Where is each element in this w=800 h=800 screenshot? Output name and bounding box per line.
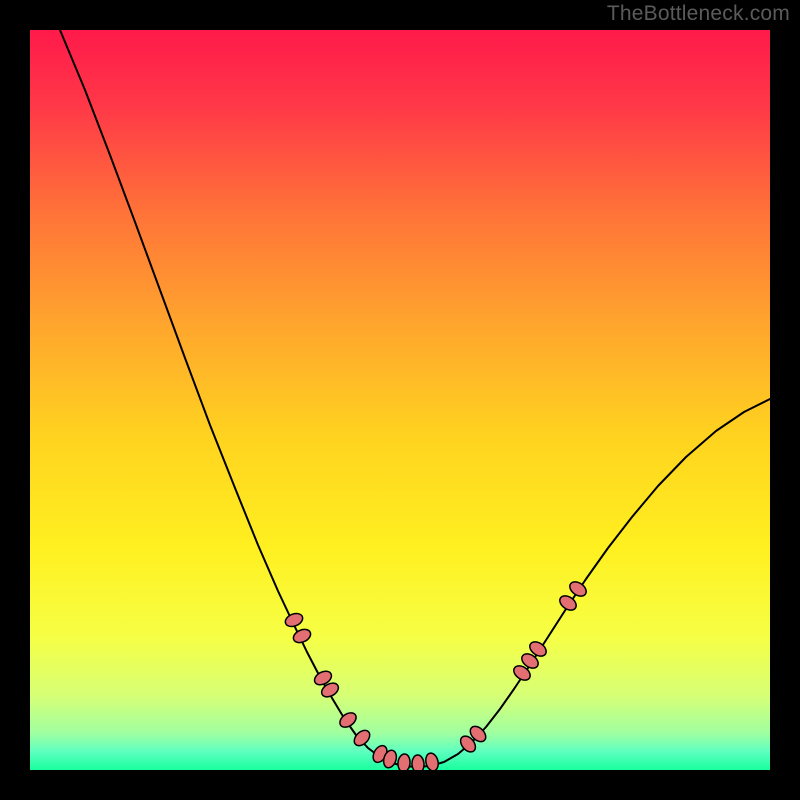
plot-svg <box>30 30 770 770</box>
chart-container: TheBottleneck.com <box>0 0 800 800</box>
gradient-background <box>30 30 770 770</box>
watermark-text: TheBottleneck.com <box>607 2 790 26</box>
plot-area <box>30 30 770 770</box>
